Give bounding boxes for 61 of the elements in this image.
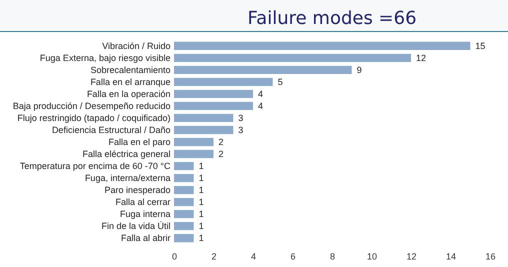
data-label: 1: [198, 197, 204, 208]
x-tick-label: 12: [406, 252, 417, 262]
bar: [174, 54, 411, 62]
y-tick-label: Falla en el paro: [108, 137, 170, 147]
data-label: 1: [198, 233, 204, 244]
data-label: 2: [218, 137, 224, 147]
data-label: 15: [475, 40, 486, 51]
x-tick-label: 10: [366, 252, 378, 262]
y-tick-label: Falla en la operación: [86, 88, 170, 99]
y-tick-label: Fin de la vida Útil: [101, 221, 170, 232]
bar: [174, 150, 214, 158]
bar: [174, 174, 194, 182]
y-tick-label: Deficiencia Estructural / Daño: [52, 124, 170, 135]
x-tick-label: 0: [172, 252, 178, 262]
y-tick-label: Paro inesperado: [104, 185, 170, 196]
data-label: 3: [238, 112, 244, 123]
data-label: 5: [278, 76, 283, 87]
bar: [174, 222, 194, 230]
x-tick-label: 16: [485, 252, 496, 262]
y-tick-label: Flujo restringido (tapado / coquificado): [17, 112, 170, 123]
bar: [174, 198, 194, 206]
data-label: 12: [416, 52, 426, 63]
x-tick-label: 8: [330, 252, 336, 262]
y-tick-label: Falla al cerrar: [115, 197, 170, 208]
bar: [174, 210, 194, 218]
x-tick-label: 2: [211, 252, 217, 262]
bar: [174, 102, 253, 110]
data-label: 1: [198, 185, 204, 196]
bar: [174, 234, 194, 242]
y-tick-label: Sobrecalentamiento: [90, 64, 170, 75]
bar: [174, 126, 234, 134]
data-label: 4: [258, 100, 264, 111]
x-tick-label: 6: [290, 252, 296, 262]
y-tick-label: Falla en el arranque: [90, 76, 170, 87]
bar: [174, 42, 470, 50]
bar: [174, 66, 352, 74]
y-tick-label: Temperatura por encima de 60 -70 °C: [20, 161, 171, 172]
x-tick-label: 4: [250, 252, 256, 262]
y-tick-label: Baja producción / Desempeño reducido: [12, 100, 170, 111]
y-tick-label: Vibración / Ruido: [102, 40, 170, 51]
y-tick-label: Fuga, interna/externa: [84, 173, 170, 184]
data-label: 4: [258, 88, 264, 99]
y-tick-label: Fuga Externa, bajo riesgo visible: [40, 52, 170, 63]
bar: [174, 114, 234, 122]
bar: [174, 78, 273, 86]
bar: [174, 138, 214, 146]
data-label: 2: [218, 149, 224, 160]
data-label: 1: [198, 173, 204, 184]
data-label: 1: [198, 161, 204, 172]
x-tick-label: 14: [446, 252, 456, 262]
data-label: 9: [356, 64, 362, 75]
bar: [174, 186, 194, 194]
y-tick-label: Falla al abrir: [120, 233, 170, 244]
data-label: 1: [198, 221, 204, 232]
data-label: 1: [198, 209, 204, 220]
data-label: 3: [238, 124, 244, 135]
y-tick-label: Fuga interna: [120, 209, 170, 220]
chart-title: Failure modes =66: [247, 8, 417, 29]
bar: [174, 162, 194, 170]
y-tick-label: Falla eléctrica general: [82, 149, 170, 160]
bar: [174, 90, 253, 98]
